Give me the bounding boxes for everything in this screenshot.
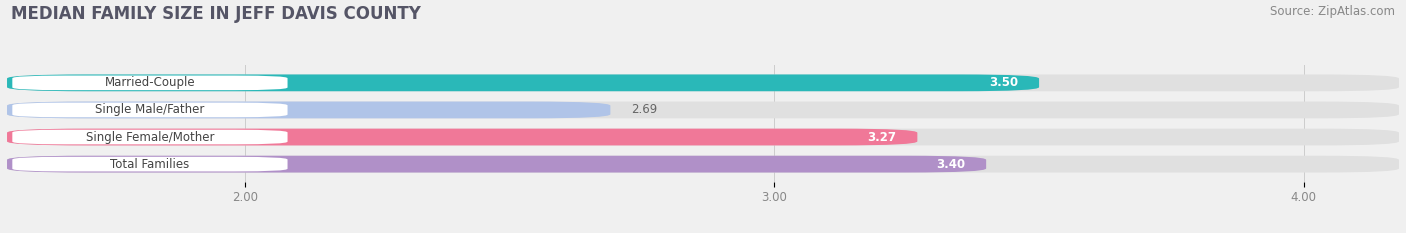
FancyBboxPatch shape xyxy=(7,75,1399,91)
Text: Married-Couple: Married-Couple xyxy=(104,76,195,89)
FancyBboxPatch shape xyxy=(13,103,288,117)
FancyBboxPatch shape xyxy=(7,102,610,118)
FancyBboxPatch shape xyxy=(7,75,1039,91)
FancyBboxPatch shape xyxy=(7,102,1399,118)
FancyBboxPatch shape xyxy=(13,75,288,90)
Text: MEDIAN FAMILY SIZE IN JEFF DAVIS COUNTY: MEDIAN FAMILY SIZE IN JEFF DAVIS COUNTY xyxy=(11,5,422,23)
Text: 2.69: 2.69 xyxy=(631,103,658,116)
Text: Source: ZipAtlas.com: Source: ZipAtlas.com xyxy=(1270,5,1395,18)
Text: 3.50: 3.50 xyxy=(988,76,1018,89)
FancyBboxPatch shape xyxy=(13,157,288,171)
Text: 3.40: 3.40 xyxy=(936,158,965,171)
Text: Total Families: Total Families xyxy=(110,158,190,171)
Text: Single Female/Mother: Single Female/Mother xyxy=(86,130,214,144)
FancyBboxPatch shape xyxy=(7,156,986,172)
Text: 3.27: 3.27 xyxy=(868,130,896,144)
FancyBboxPatch shape xyxy=(13,130,288,144)
FancyBboxPatch shape xyxy=(7,156,1399,172)
Text: Single Male/Father: Single Male/Father xyxy=(96,103,205,116)
FancyBboxPatch shape xyxy=(7,129,917,145)
FancyBboxPatch shape xyxy=(7,129,1399,145)
